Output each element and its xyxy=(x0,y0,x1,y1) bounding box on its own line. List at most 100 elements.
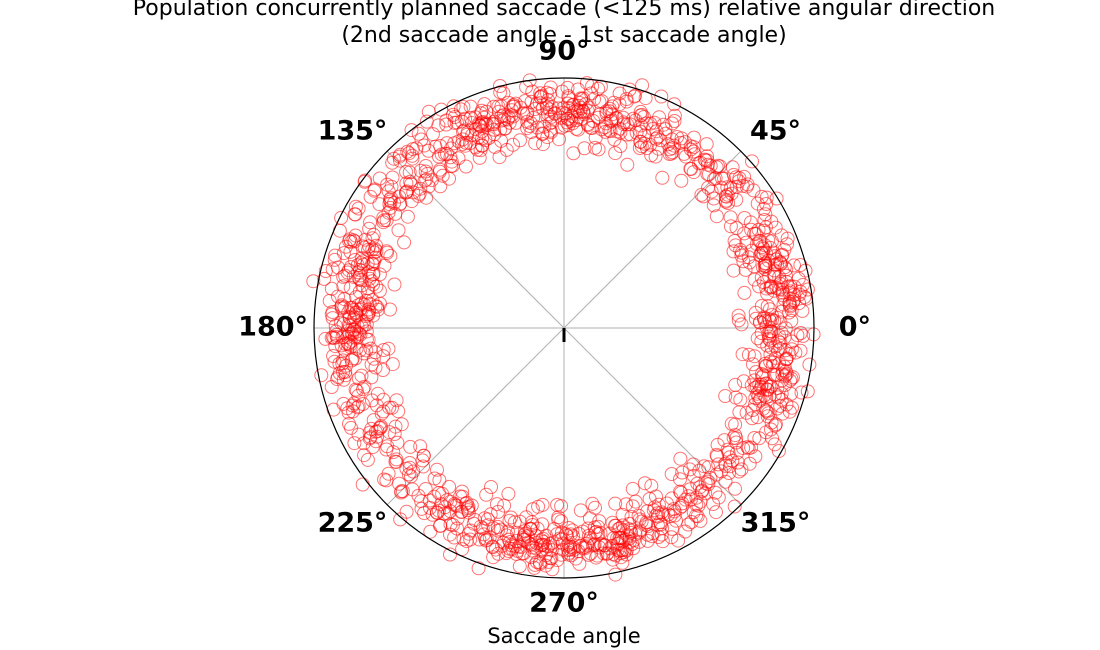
data-point xyxy=(532,96,547,111)
data-point xyxy=(582,511,597,526)
data-point xyxy=(391,223,406,238)
data-point xyxy=(759,190,774,205)
data-point xyxy=(359,332,374,347)
data-point xyxy=(700,153,715,168)
data-point xyxy=(351,388,366,403)
data-point xyxy=(545,535,560,550)
data-point xyxy=(417,173,432,188)
data-point xyxy=(650,130,665,145)
data-point xyxy=(506,98,521,112)
data-point xyxy=(734,317,749,332)
data-point xyxy=(796,328,811,343)
data-point xyxy=(686,165,701,180)
data-point xyxy=(536,531,550,546)
data-point xyxy=(340,265,355,280)
data-point xyxy=(385,400,399,415)
data-point xyxy=(756,223,771,238)
data-point xyxy=(763,422,778,437)
angle-tick-label-90: 90° xyxy=(538,36,589,67)
data-point xyxy=(784,371,799,386)
data-point xyxy=(737,169,752,184)
data-point xyxy=(430,462,444,477)
data-point xyxy=(545,562,560,577)
data-point xyxy=(766,283,781,298)
data-point xyxy=(623,127,638,142)
data-point xyxy=(386,445,401,460)
data-point xyxy=(759,220,773,235)
data-point xyxy=(637,476,652,491)
data-point xyxy=(775,285,790,300)
data-point xyxy=(579,536,594,551)
data-point xyxy=(501,524,515,539)
data-point xyxy=(768,418,783,433)
data-point xyxy=(405,151,420,166)
angle-tick-label-225: 225° xyxy=(318,507,388,538)
data-point xyxy=(678,135,692,150)
data-point xyxy=(397,235,412,250)
data-point xyxy=(393,147,408,162)
data-point xyxy=(579,76,594,91)
data-point xyxy=(715,171,729,186)
data-point xyxy=(620,157,635,172)
data-point xyxy=(686,468,701,483)
data-point xyxy=(744,440,759,455)
data-point xyxy=(767,387,782,402)
data-point xyxy=(401,467,416,482)
data-point xyxy=(459,159,473,174)
data-point xyxy=(368,250,383,265)
data-point xyxy=(593,79,608,94)
data-point xyxy=(343,337,358,352)
data-point xyxy=(379,213,394,228)
data-point xyxy=(428,139,443,154)
data-point xyxy=(760,286,775,301)
data-point xyxy=(745,411,760,426)
data-point xyxy=(608,146,623,161)
data-point xyxy=(473,118,488,133)
data-point xyxy=(717,433,732,448)
data-point xyxy=(581,528,596,543)
data-point xyxy=(427,489,442,504)
data-point xyxy=(507,515,522,530)
data-point xyxy=(387,427,402,441)
data-point xyxy=(783,373,797,388)
data-point xyxy=(370,386,385,401)
data-point xyxy=(369,238,384,253)
data-point xyxy=(752,393,767,408)
angle-tick-label-315: 315° xyxy=(741,507,811,538)
data-point xyxy=(654,89,669,104)
data-point xyxy=(306,274,321,289)
data-point xyxy=(545,115,560,130)
data-point xyxy=(349,383,364,398)
data-point xyxy=(409,141,424,156)
data-point xyxy=(736,374,751,389)
data-point xyxy=(361,285,376,300)
data-point xyxy=(331,370,345,385)
data-point xyxy=(606,95,621,110)
data-point xyxy=(727,499,742,514)
data-point xyxy=(800,282,815,297)
data-point xyxy=(742,255,757,270)
data-point xyxy=(650,506,665,521)
data-point xyxy=(759,246,774,261)
data-point xyxy=(588,500,602,515)
data-point xyxy=(673,485,688,500)
data-point xyxy=(733,242,748,257)
data-point xyxy=(752,233,767,248)
data-point xyxy=(569,113,584,127)
data-point xyxy=(667,114,682,128)
data-point xyxy=(655,170,670,185)
data-point xyxy=(478,531,493,546)
data-point xyxy=(622,535,637,549)
data-point xyxy=(773,257,788,272)
data-point xyxy=(689,490,704,505)
data-point xyxy=(497,498,512,513)
data-point xyxy=(520,121,535,136)
data-point xyxy=(667,504,682,519)
data-point xyxy=(605,515,620,530)
data-point xyxy=(432,164,447,179)
data-point xyxy=(512,559,527,574)
data-point xyxy=(603,124,618,139)
data-point xyxy=(760,382,775,397)
data-point xyxy=(400,209,415,224)
data-point xyxy=(433,518,448,533)
